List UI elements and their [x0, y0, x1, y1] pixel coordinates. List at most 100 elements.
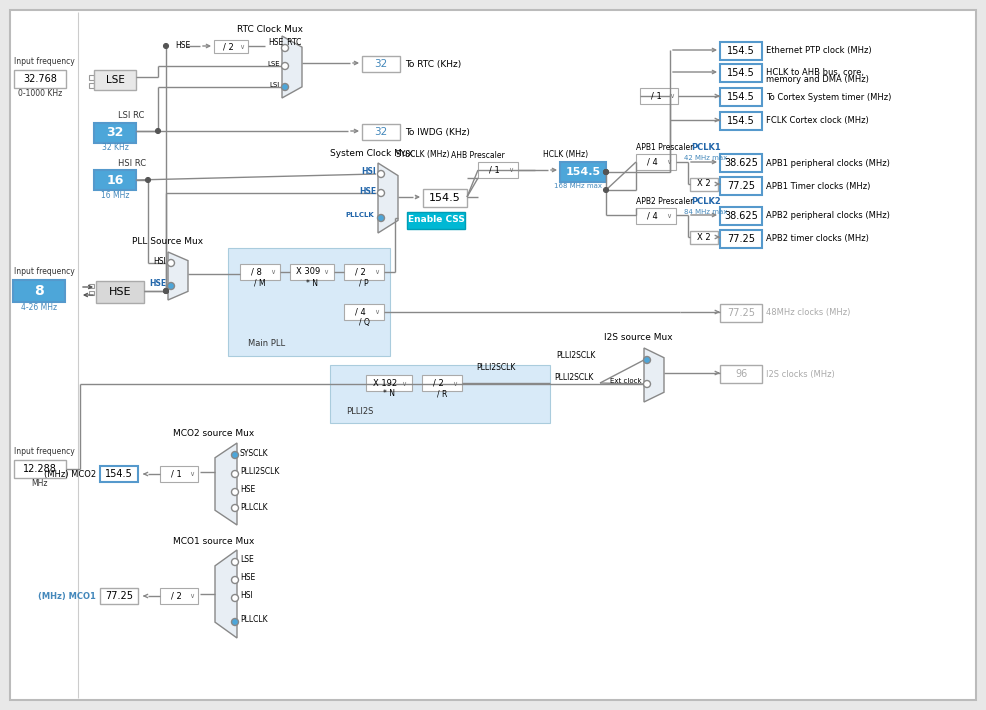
Bar [477, 162, 518, 178]
Bar [362, 56, 399, 72]
Text: AHB Prescaler: AHB Prescaler [451, 151, 505, 160]
Text: 96: 96 [735, 369, 746, 379]
Text: ∨: ∨ [188, 594, 193, 599]
Circle shape [232, 488, 239, 496]
Bar [100, 466, 138, 482]
Text: 154.5: 154.5 [565, 167, 599, 177]
Text: MCO1 source Mux: MCO1 source Mux [174, 537, 254, 547]
Bar [719, 154, 761, 172]
Text: 12.288: 12.288 [23, 464, 57, 474]
Text: HSE: HSE [175, 41, 190, 50]
Bar [719, 304, 761, 322]
Text: ∨: ∨ [270, 270, 275, 275]
Bar [160, 588, 198, 604]
Text: ∨: ∨ [668, 94, 673, 99]
Text: HSI: HSI [240, 591, 252, 601]
Text: / 4: / 4 [355, 307, 366, 317]
Text: 32: 32 [374, 127, 387, 137]
Text: ∨: ∨ [452, 381, 457, 386]
Text: PCLK2: PCLK2 [690, 197, 720, 207]
Bar [406, 212, 464, 229]
Text: 77.25: 77.25 [727, 308, 754, 318]
Text: / 4: / 4 [647, 158, 658, 167]
Text: 32: 32 [106, 126, 123, 139]
Circle shape [168, 259, 175, 266]
Bar [344, 264, 384, 280]
Text: 8: 8 [35, 284, 43, 298]
Text: * N: * N [383, 390, 394, 398]
Polygon shape [168, 252, 187, 300]
Polygon shape [282, 36, 302, 98]
Circle shape [643, 381, 650, 388]
Text: 154.5: 154.5 [727, 92, 754, 102]
Text: HSE: HSE [359, 187, 376, 195]
Text: To RTC (KHz): To RTC (KHz) [404, 60, 460, 68]
Bar [639, 88, 677, 104]
Bar [94, 170, 136, 190]
Text: 42 MHz max: 42 MHz max [683, 155, 727, 161]
Text: SYSCLK: SYSCLK [240, 449, 268, 457]
Text: ∨: ∨ [400, 381, 406, 386]
Text: * N: * N [306, 278, 317, 288]
Bar [14, 70, 66, 88]
Text: 154.5: 154.5 [429, 193, 460, 203]
Text: ∨: ∨ [666, 160, 670, 165]
Text: Ethernet PTP clock (MHz): Ethernet PTP clock (MHz) [765, 46, 871, 55]
Text: Ext clock: Ext clock [609, 378, 641, 384]
Text: / 1: / 1 [489, 165, 500, 175]
Text: MCO2 source Mux: MCO2 source Mux [174, 430, 254, 439]
Text: HSE: HSE [240, 486, 255, 494]
Text: APB1 Prescaler: APB1 Prescaler [635, 143, 693, 153]
Bar [228, 248, 389, 356]
Text: 77.25: 77.25 [727, 181, 754, 191]
Bar [89, 75, 94, 80]
Text: / 4: / 4 [647, 212, 658, 221]
Text: 154.5: 154.5 [727, 116, 754, 126]
Text: 168 MHz max: 168 MHz max [553, 183, 601, 189]
Bar [719, 177, 761, 195]
Text: HSI RC: HSI RC [118, 160, 146, 168]
Text: / 1: / 1 [171, 469, 181, 479]
Circle shape [602, 170, 608, 175]
Bar [240, 264, 280, 280]
Text: ∨: ∨ [188, 471, 193, 478]
Circle shape [281, 84, 288, 90]
Circle shape [281, 62, 288, 70]
Text: LSE: LSE [267, 61, 280, 67]
Text: 77.25: 77.25 [105, 591, 133, 601]
Circle shape [164, 43, 169, 48]
Bar [13, 280, 65, 302]
Bar [96, 281, 144, 303]
Text: PLLI2S: PLLI2S [346, 408, 373, 417]
Text: PCLK1: PCLK1 [690, 143, 720, 153]
Bar [100, 588, 138, 604]
Text: ∨: ∨ [666, 214, 670, 219]
Text: APB1 peripheral clocks (MHz): APB1 peripheral clocks (MHz) [765, 158, 889, 168]
Circle shape [281, 45, 288, 52]
Circle shape [602, 187, 608, 192]
Bar [160, 466, 198, 482]
Polygon shape [643, 348, 664, 402]
Bar [89, 291, 94, 295]
Text: HCLK (MHz): HCLK (MHz) [543, 151, 588, 160]
Text: / 2: / 2 [171, 591, 181, 601]
Bar [14, 460, 66, 478]
Circle shape [164, 288, 169, 293]
Circle shape [232, 618, 239, 626]
Text: 38.625: 38.625 [724, 158, 757, 168]
Text: Input frequency: Input frequency [14, 58, 74, 67]
Bar [423, 189, 466, 207]
Circle shape [377, 214, 385, 222]
Polygon shape [215, 550, 237, 638]
Bar [362, 124, 399, 140]
Circle shape [377, 170, 385, 178]
Text: APB2 peripheral clocks (MHz): APB2 peripheral clocks (MHz) [765, 212, 889, 221]
Text: I2S source Mux: I2S source Mux [603, 334, 671, 342]
Text: HCLK to AHB bus, core,: HCLK to AHB bus, core, [765, 67, 863, 77]
Text: (MHz) MCO2: (MHz) MCO2 [43, 469, 96, 479]
Text: System Clock Mux: System Clock Mux [330, 150, 413, 158]
Text: I2S clocks (MHz): I2S clocks (MHz) [765, 369, 834, 378]
Bar [94, 123, 136, 143]
Text: SYSCLK (MHz): SYSCLK (MHz) [395, 151, 450, 160]
Text: X 2: X 2 [696, 232, 710, 241]
